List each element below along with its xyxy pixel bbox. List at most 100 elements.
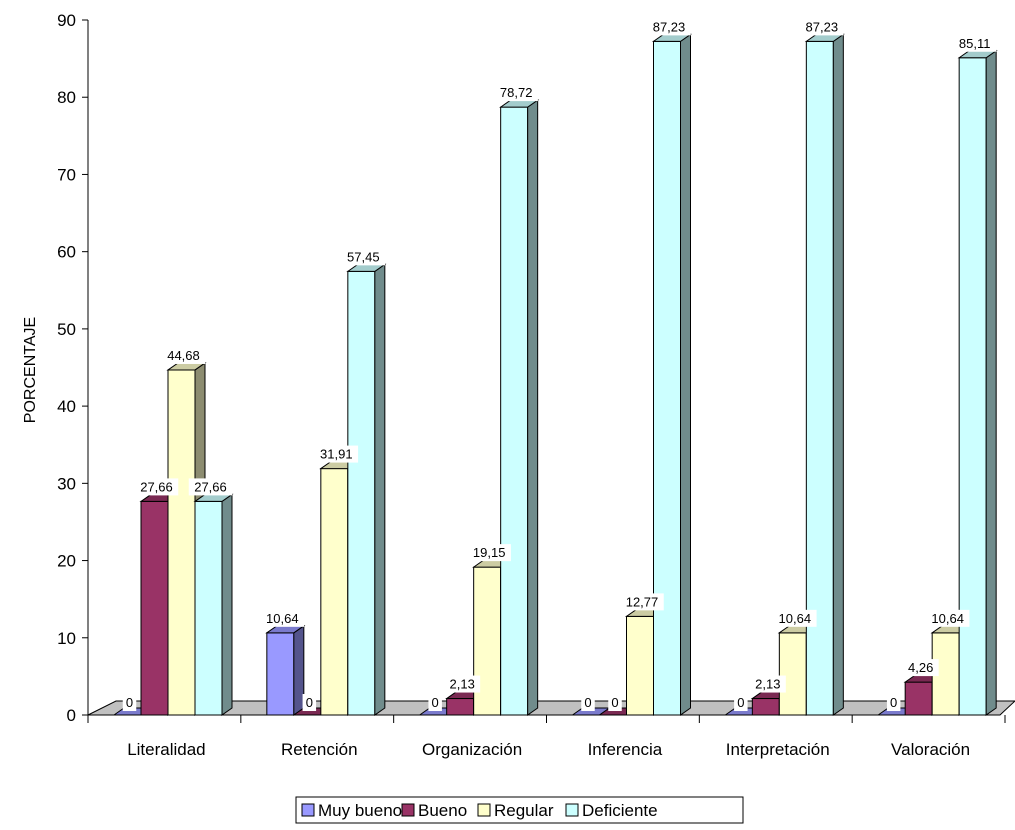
data-label-bg	[134, 478, 179, 496]
data-label: 0	[432, 695, 439, 710]
data-label: 57,45	[347, 249, 380, 264]
data-label: 19,15	[473, 545, 506, 560]
data-label-bg	[302, 694, 317, 711]
data-label-bg	[467, 544, 511, 562]
bar-front	[626, 615, 654, 716]
legend-swatch	[301, 803, 315, 817]
bar-front	[751, 698, 780, 716]
legend-swatch	[477, 803, 491, 817]
data-label-bg	[773, 609, 817, 627]
bar-front	[140, 500, 169, 716]
x-category-label: Retención	[281, 740, 358, 759]
bar	[804, 33, 845, 716]
data-label-bg	[581, 694, 595, 711]
y-tick-label: 30	[57, 474, 76, 493]
bar	[265, 624, 306, 716]
bar-side	[985, 49, 997, 716]
bar	[346, 263, 387, 716]
data-label-bg	[749, 675, 786, 693]
bar-side	[832, 33, 844, 716]
bar-side	[374, 263, 386, 716]
y-axis-title: PORCENTAJE	[22, 317, 39, 423]
data-label-bg	[444, 675, 481, 693]
bar-front	[805, 40, 834, 716]
bar-front	[320, 468, 349, 716]
y-tick-label: 80	[57, 88, 76, 107]
data-label-bg	[122, 694, 137, 711]
bar-side	[293, 624, 305, 716]
data-label: 4,26	[908, 660, 933, 675]
bar-front	[653, 40, 681, 716]
data-label: 10,64	[266, 611, 299, 626]
data-label-bg	[608, 694, 622, 711]
data-label-bg	[925, 609, 970, 627]
data-label-bg	[494, 84, 538, 102]
x-category-label: Valoración	[891, 740, 970, 759]
y-tick-label: 90	[57, 11, 76, 30]
legend-label: Regular	[494, 801, 554, 820]
data-label-bg	[734, 694, 748, 711]
bar-front	[266, 632, 295, 716]
data-label: 0	[306, 695, 313, 710]
y-tick-label: 20	[57, 552, 76, 571]
data-label: 10,64	[931, 611, 964, 626]
bar-front	[347, 270, 376, 716]
bar-front	[167, 369, 196, 716]
data-label: 0	[737, 695, 744, 710]
data-label: 10,64	[779, 611, 812, 626]
data-label: 27,66	[194, 479, 227, 494]
legend-label: Bueno	[418, 801, 467, 820]
bar-front	[778, 632, 807, 716]
data-label: 87,23	[653, 19, 686, 34]
bar-front	[194, 500, 223, 716]
data-label-bg	[260, 609, 305, 627]
y-tick-label: 0	[67, 706, 76, 725]
data-label-bg	[886, 694, 901, 711]
x-category-label: Interpretación	[726, 740, 830, 759]
y-tick-label: 50	[57, 320, 76, 339]
bar-side	[221, 493, 233, 716]
data-label: 78,72	[500, 85, 533, 100]
legend	[295, 796, 744, 824]
data-label: 85,11	[959, 36, 991, 51]
bar-front	[500, 106, 529, 716]
y-tick-label: 60	[57, 243, 76, 262]
data-label: 27,66	[140, 479, 173, 494]
legend-label: Muy bueno	[318, 801, 402, 820]
data-label: 0	[611, 695, 618, 710]
legend-label: Deficiente	[582, 801, 658, 820]
bar-front	[446, 698, 475, 716]
y-tick-label: 10	[57, 629, 76, 648]
data-label-bg	[800, 18, 844, 36]
bar-front	[473, 566, 502, 716]
bar	[957, 49, 998, 716]
data-label-bg	[341, 248, 386, 266]
bar	[499, 99, 540, 716]
x-category-label: Literalidad	[127, 740, 205, 759]
data-label: 0	[584, 695, 591, 710]
data-label: 12,77	[626, 594, 659, 609]
bar-front	[904, 681, 933, 716]
data-label-bg	[428, 694, 442, 711]
data-label: 0	[126, 695, 133, 710]
data-label: 31,91	[320, 447, 353, 462]
data-label-bg	[620, 593, 664, 611]
legend-swatch	[401, 803, 415, 817]
bar-side	[680, 33, 691, 716]
bar	[193, 493, 234, 716]
data-label: 0	[890, 695, 897, 710]
legend-swatch	[565, 803, 579, 817]
data-label-bg	[161, 346, 206, 364]
data-label-bg	[314, 445, 359, 463]
x-category-label: Inferencia	[588, 740, 663, 759]
data-label: 87,23	[806, 19, 839, 34]
data-label-bg	[902, 659, 939, 677]
data-label: 44,68	[167, 348, 200, 363]
bar-side	[527, 99, 539, 716]
bar	[651, 33, 693, 716]
data-label-bg	[647, 18, 691, 36]
x-category-label: Organización	[422, 740, 522, 759]
data-label-bg	[188, 478, 233, 496]
data-label-bg	[952, 34, 997, 52]
